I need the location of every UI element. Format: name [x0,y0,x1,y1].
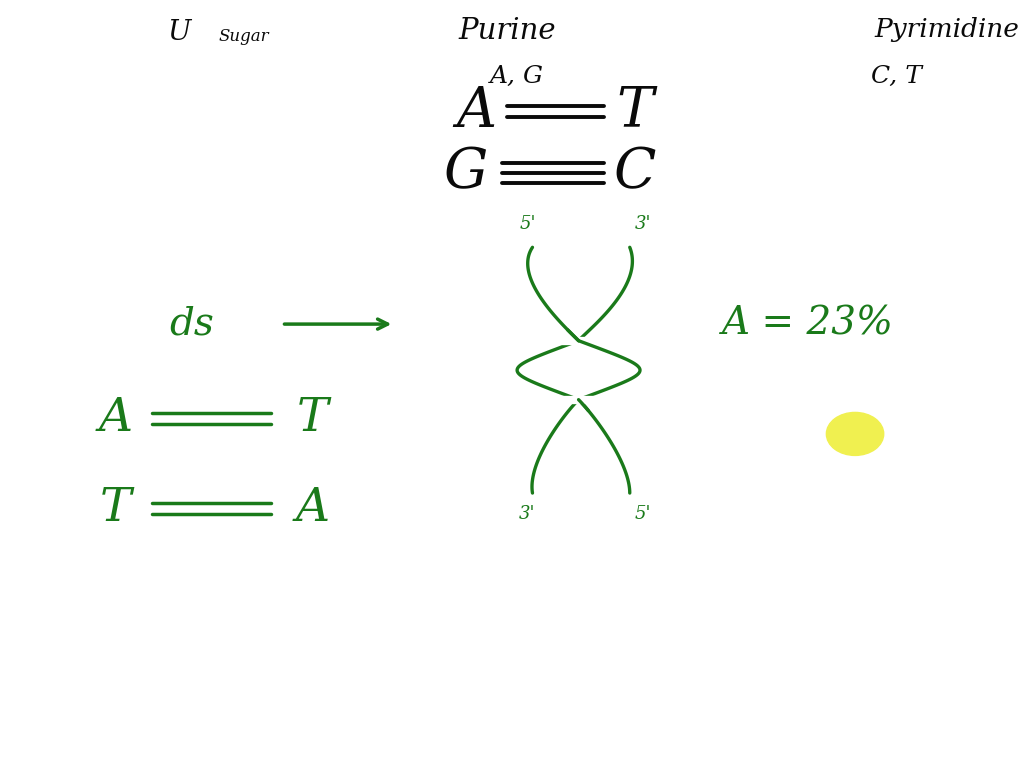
Text: A: A [456,84,497,139]
Text: U: U [168,19,190,46]
Text: C, T: C, T [870,65,922,88]
Text: A: A [98,396,133,441]
Text: T: T [297,396,328,441]
Text: Pyrimidine: Pyrimidine [874,17,1019,42]
Circle shape [826,412,884,455]
Text: A: A [295,486,330,531]
Text: ds: ds [169,306,214,343]
Text: Purine: Purine [458,17,556,45]
Text: T: T [100,486,131,531]
Text: A, G: A, G [490,65,544,88]
Text: 3': 3' [519,505,536,522]
Text: C: C [613,145,656,200]
Text: G: G [443,145,488,200]
Text: A = 23%: A = 23% [722,306,894,343]
Text: 5': 5' [635,505,651,522]
Text: 5': 5' [519,216,536,233]
Text: 3': 3' [635,216,651,233]
Text: Sugar: Sugar [218,28,269,45]
Text: T: T [616,84,653,139]
